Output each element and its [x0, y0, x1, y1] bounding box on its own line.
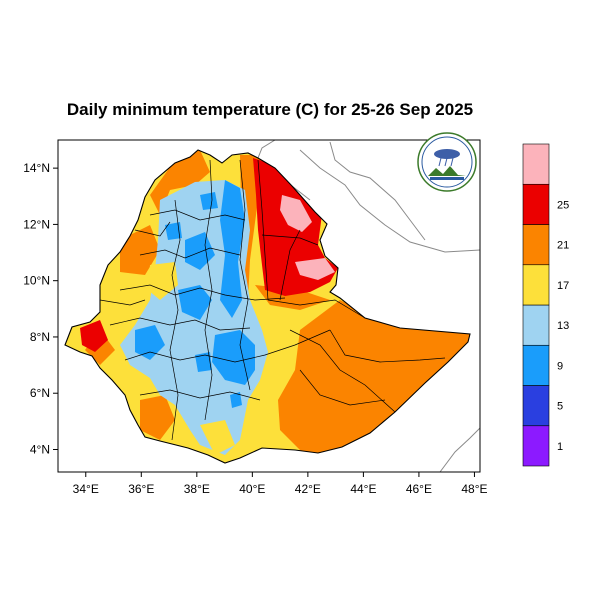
- colorbar-bin: [522, 264, 550, 306]
- colorbar-bin: [522, 143, 550, 185]
- colorbar-bin: [522, 344, 550, 386]
- longitude-axis: 34°E 36°E 38°E 40°E 42°E 44°E 46°E 48°E: [73, 472, 488, 496]
- plot-frame: [57, 139, 481, 473]
- country-outline: [64, 149, 471, 464]
- institute-logo: [417, 132, 477, 192]
- colorbar-bin: [522, 425, 550, 467]
- colorbar-bin: [522, 224, 550, 266]
- page-title: Daily minimum temperature (C) for 25-26 …: [67, 100, 473, 119]
- colorbar-label: 5: [557, 401, 563, 413]
- admin-boundaries: [99, 159, 446, 441]
- colorbar-label: 17: [557, 280, 569, 292]
- colorbar-label: 1: [557, 441, 563, 453]
- lon-tick-label: 34°E: [73, 482, 99, 496]
- lat-tick-label: 10°N: [23, 274, 50, 288]
- neighbor-borders: [257, 140, 480, 472]
- lat-tick-label: 4°N: [30, 442, 50, 456]
- colorbar-bin: [522, 304, 550, 346]
- lon-tick-label: 36°E: [128, 482, 154, 496]
- lat-tick-label: 8°N: [30, 330, 50, 344]
- latitude-axis: 14°N 12°N 10°N 8°N 6°N 4°N: [23, 161, 58, 456]
- lon-tick-label: 46°E: [406, 482, 432, 496]
- colorbar: 1 5 9 13 17 21 25: [522, 143, 569, 467]
- lat-tick-label: 14°N: [23, 161, 50, 175]
- colorbar-label: 9: [557, 360, 563, 372]
- lat-tick-label: 6°N: [30, 386, 50, 400]
- colorbar-bin: [522, 385, 550, 427]
- lon-tick-label: 44°E: [350, 482, 376, 496]
- colorbar-label: 25: [557, 199, 569, 211]
- lat-tick-label: 12°N: [23, 217, 50, 231]
- lon-tick-label: 42°E: [295, 482, 321, 496]
- lon-tick-label: 40°E: [239, 482, 265, 496]
- lon-tick-label: 38°E: [184, 482, 210, 496]
- colorbar-label: 21: [557, 240, 569, 252]
- lon-tick-label: 48°E: [461, 482, 487, 496]
- colorbar-label: 13: [557, 320, 569, 332]
- colorbar-bin: [522, 183, 550, 225]
